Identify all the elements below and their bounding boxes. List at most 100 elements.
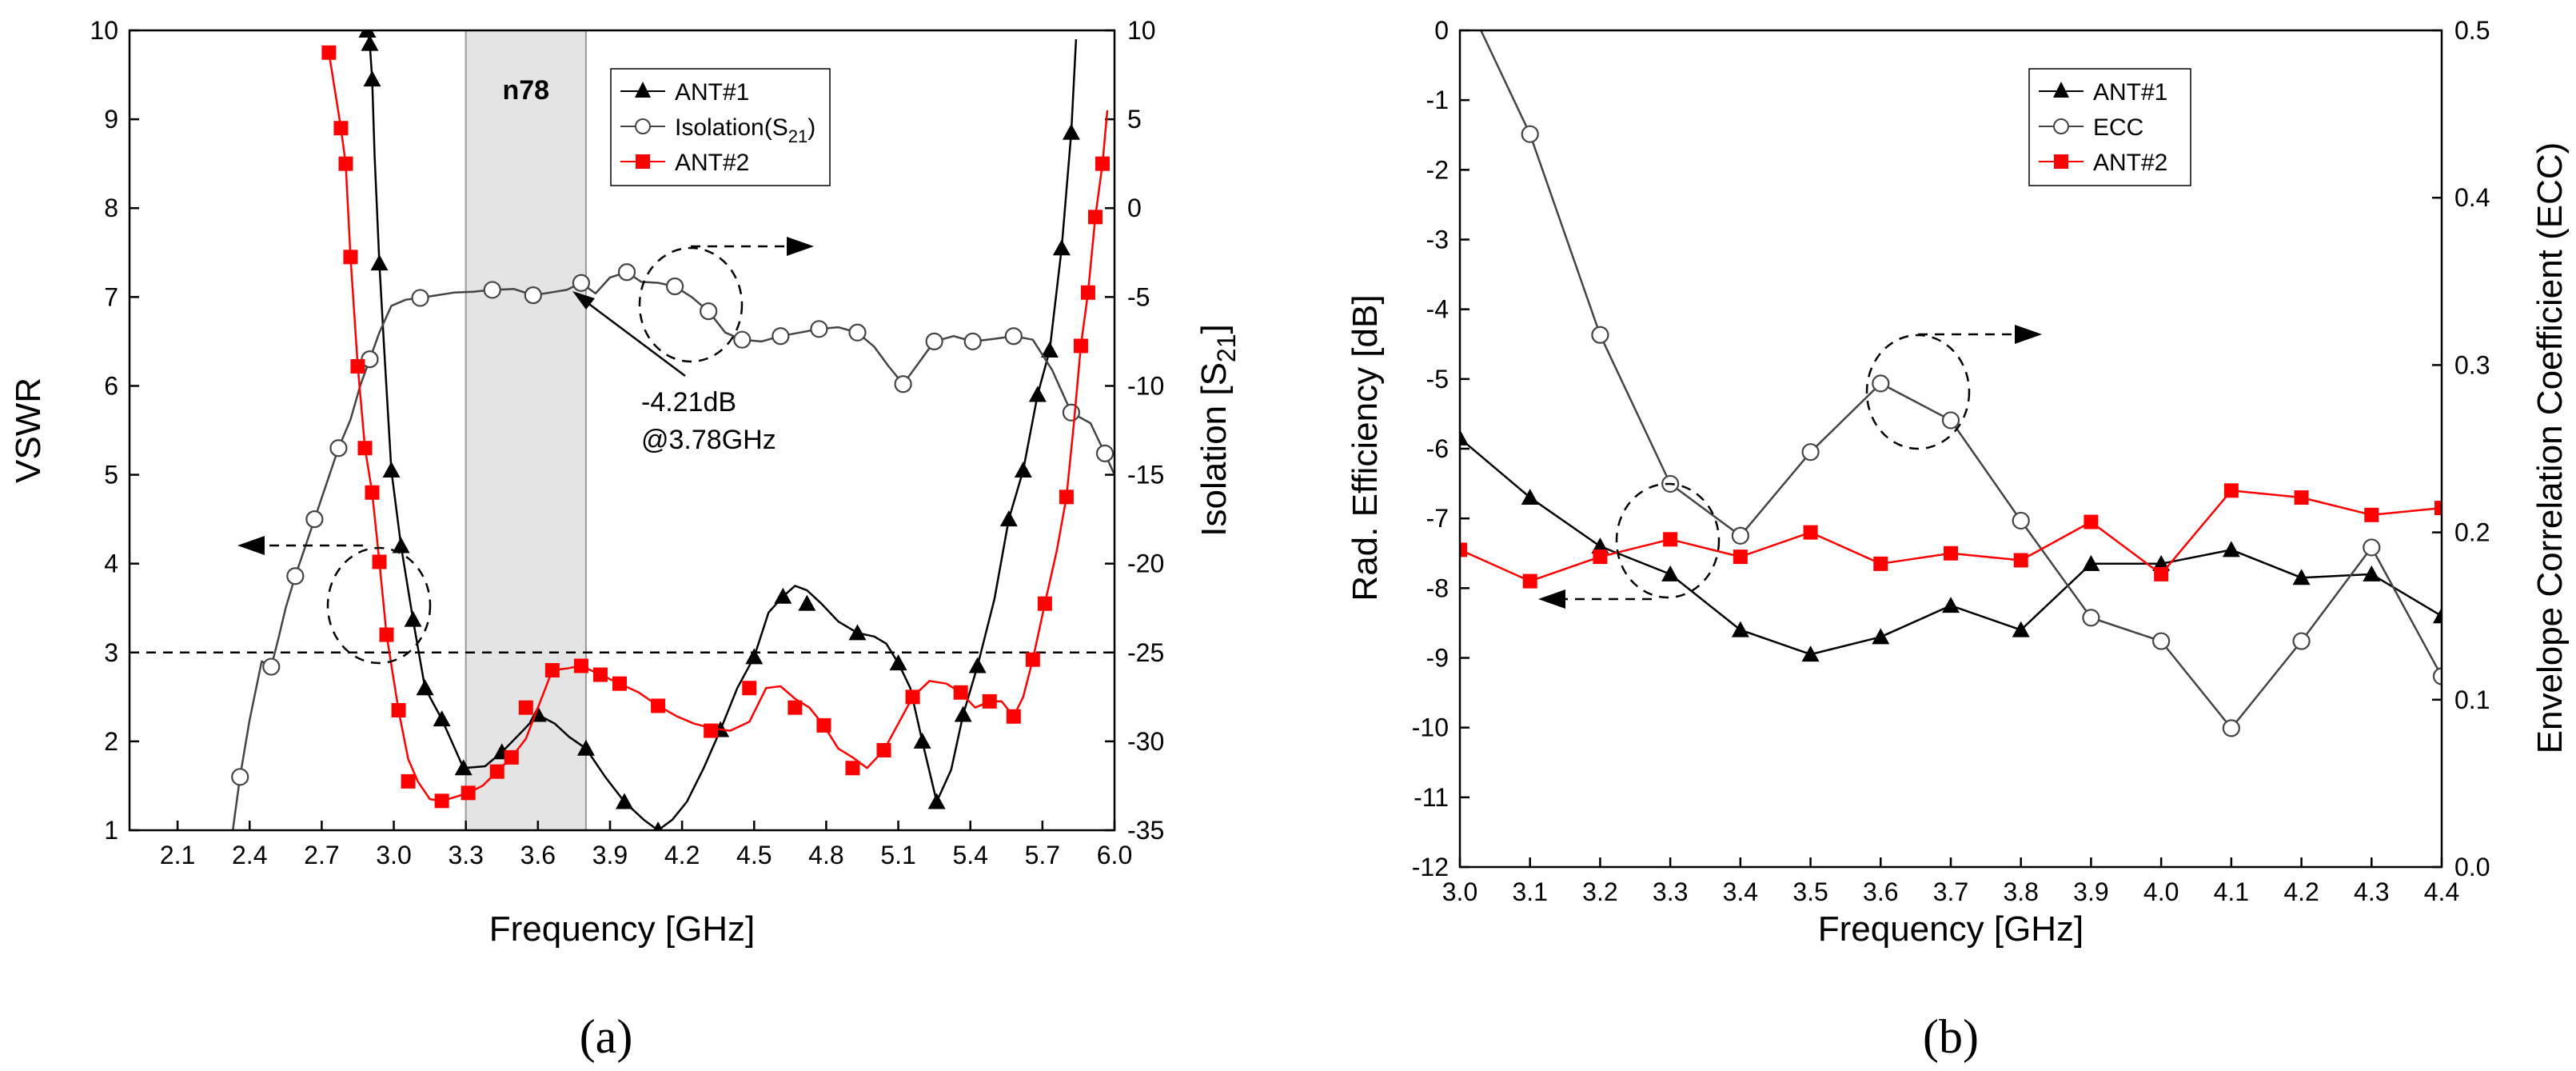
data-point (954, 705, 972, 722)
data-point (483, 281, 501, 299)
data-point (544, 663, 560, 677)
x-tick-label: 3.3 (448, 841, 483, 869)
data-point (894, 375, 912, 394)
x-tick-label: 6.0 (1097, 841, 1132, 869)
data-point (889, 654, 907, 671)
data-point (1095, 444, 1115, 462)
x-tick-label: 3.4 (1723, 877, 1758, 906)
data-point (2082, 554, 2100, 571)
series-line-ecc (1480, 30, 2442, 729)
data-point (1661, 565, 1680, 581)
y-tick-label-left: 8 (104, 194, 118, 222)
x-tick-label: 3.1 (1512, 877, 1547, 906)
x-tick-label: 3.0 (1442, 877, 1477, 906)
data-point (1591, 537, 1609, 554)
data-point (913, 732, 931, 749)
data-point (2012, 511, 2030, 530)
data-point (2154, 566, 2169, 581)
data-point (612, 676, 627, 691)
x-axis-ticks-a: 2.1 2.4 2.7 3.0 3.3 3.6 3.9 4.2 4.5 4.8 5.1 5.4 5.7 6… (160, 821, 1132, 869)
data-point (1521, 489, 1539, 506)
data-point (1591, 326, 1609, 344)
data-point (1040, 342, 1059, 358)
legend-label-ant2-a: ANT#2 (675, 150, 749, 176)
data-point (845, 761, 860, 776)
data-point (382, 462, 401, 478)
left-axis-ticks-b: -12-11-10-9-8-7-6-5-4-3-2-10 (1412, 16, 1469, 881)
x-tick-label: 3.2 (1582, 877, 1617, 906)
y-tick-label-left: 6 (104, 371, 118, 400)
data-point (365, 485, 380, 500)
legend-marker-isolation-icon (635, 118, 651, 134)
x-axis-label-a: Frequency [GHz] (489, 909, 756, 949)
data-point (2012, 621, 2030, 637)
isolation-annotation-value: -4.21dB (641, 387, 736, 418)
y-tick-label-left: 10 (90, 16, 118, 45)
panel-label-a: (a) (580, 1010, 633, 1063)
data-point (489, 764, 504, 779)
x-tick-label: 5.7 (1025, 841, 1060, 869)
data-point (1059, 490, 1074, 505)
data-point (2433, 607, 2442, 624)
data-point (700, 302, 718, 321)
arrowhead-left-b-icon (1538, 589, 1565, 609)
data-point (576, 739, 595, 756)
series-ant-1 (1460, 429, 2442, 662)
y-tick-label-left: 1 (104, 816, 118, 845)
data-point (999, 510, 1018, 527)
y-tick-label-left: 4 (104, 549, 118, 578)
annotation-circle-right (638, 246, 744, 363)
data-point (745, 648, 764, 665)
data-point (1733, 549, 1748, 565)
chart-a: n78 2.1 2.4 2.7 3.0 3.3 3.6 3.9 4.2 4.5 4.8 5.1 5.4… (9, 16, 1241, 1063)
data-point (963, 332, 982, 350)
data-point (1731, 526, 1749, 545)
x-tick-label: 4.3 (2354, 877, 2389, 906)
data-point (361, 34, 379, 51)
data-point (1460, 429, 1469, 446)
x-tick-label: 4.2 (664, 841, 700, 869)
x-tick-label: 4.8 (808, 841, 843, 869)
data-point (592, 667, 608, 682)
y-tick-label-left: 5 (104, 461, 118, 490)
x-tick-label: 2.1 (160, 841, 195, 869)
data-point (810, 320, 828, 338)
series-ant-2 (1460, 483, 2442, 589)
data-point (1944, 545, 1958, 561)
data-point (286, 567, 305, 585)
legend-b: ANT#1 ECC ANT#2 (2028, 68, 2191, 186)
y-axis-label-right-b: Envelope Correlation Coefficient (ECC) (2530, 142, 2570, 754)
y-tick-label-right: -5 (1127, 282, 1150, 311)
x-tick-label: 4.1 (2214, 877, 2249, 906)
y-tick-label-right: -30 (1127, 727, 1164, 756)
data-point (411, 289, 429, 307)
y-tick-label-left: 7 (104, 282, 118, 311)
data-point (2363, 538, 2381, 557)
data-point (848, 624, 867, 641)
x-tick-label: 3.6 (1863, 877, 1898, 906)
y-axis-label-left-a: VSWR (9, 378, 48, 483)
n78-band-label: n78 (503, 75, 550, 106)
data-point (2084, 514, 2099, 530)
data-point (1073, 338, 1088, 354)
y-axis-label-left-b: Rad. Efficiency [dB] (1346, 294, 1385, 601)
y-tick-label-left: -10 (1412, 713, 1449, 742)
x-tick-label: 4.0 (2143, 877, 2179, 906)
legend-marker-ant1-b-icon (2053, 82, 2069, 98)
x-tick-label: 2.4 (232, 841, 267, 869)
data-point (379, 627, 394, 642)
arrowhead-right-b-icon (2015, 325, 2042, 344)
data-point (2013, 553, 2028, 568)
y-tick-label-right: 0.4 (2454, 183, 2490, 212)
x-tick-label: 3.6 (520, 841, 556, 869)
y-tick-label-left: 3 (104, 638, 118, 667)
data-point (2294, 490, 2309, 506)
y-tick-label-left: -9 (1426, 644, 1449, 673)
data-point (1872, 374, 1890, 393)
data-point (742, 681, 757, 696)
right-axis-ticks-b: 0.0 0.1 0.2 0.3 0.4 0.5 (2432, 16, 2490, 881)
x-tick-label: 5.1 (880, 841, 915, 869)
data-point (1522, 573, 1537, 589)
x-tick-label: 5.4 (952, 841, 987, 869)
